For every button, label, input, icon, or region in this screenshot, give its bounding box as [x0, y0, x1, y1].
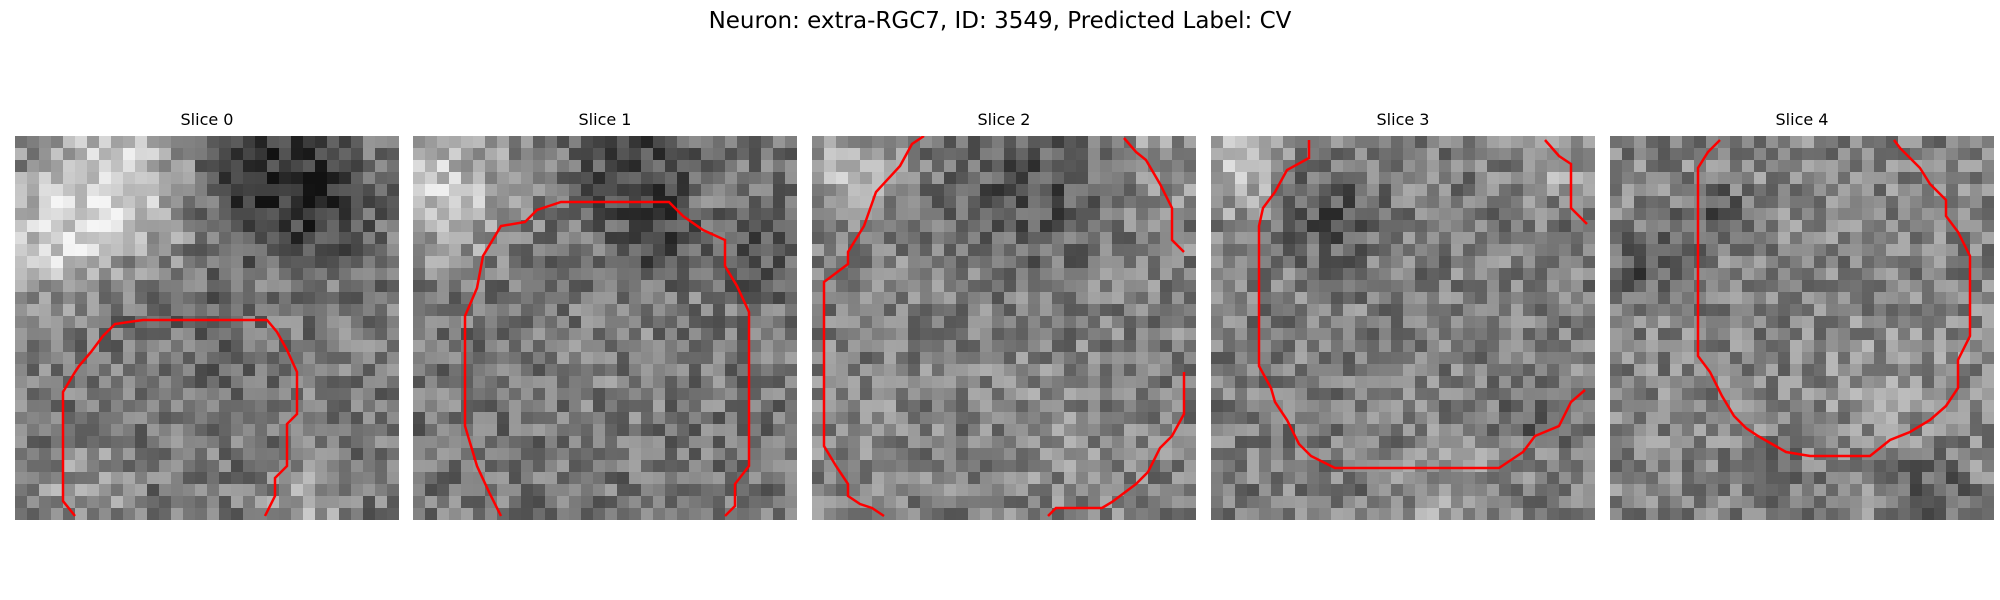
- slice-image-2: [812, 136, 1196, 520]
- slice-image-0: [15, 136, 399, 520]
- contour-line: [1123, 137, 1185, 253]
- slice-image-1: [413, 136, 797, 520]
- slice-panel-2: Slice 2: [812, 108, 1196, 520]
- slice-panel-4: Slice 4: [1610, 108, 1994, 520]
- slice-panel-0: Slice 0: [15, 108, 399, 520]
- contour-line: [1544, 139, 1588, 225]
- slice-title-4: Slice 4: [1775, 110, 1829, 129]
- slice-title-1: Slice 1: [578, 110, 632, 129]
- slice-panel-3: Slice 3: [1211, 108, 1595, 520]
- contour-line: [463, 200, 751, 517]
- contour-line: [1047, 372, 1186, 517]
- contour-line: [1257, 140, 1586, 470]
- figure-title: Neuron: extra-RGC7, ID: 3549, Predicted …: [708, 8, 1292, 34]
- slice-title-0: Slice 0: [180, 110, 234, 129]
- contour-line: [61, 318, 299, 517]
- slice-title-3: Slice 3: [1376, 110, 1430, 129]
- slice-image-3: [1211, 136, 1595, 520]
- slice-title-2: Slice 2: [977, 110, 1031, 129]
- slice-image-4: [1610, 136, 1994, 520]
- contour-line: [822, 136, 925, 518]
- contour-line: [1696, 139, 1972, 458]
- slice-panel-1: Slice 1: [413, 108, 797, 520]
